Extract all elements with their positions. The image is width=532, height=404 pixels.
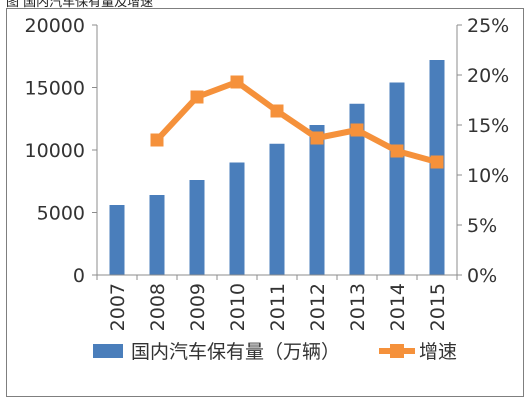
growth-point: [390, 144, 404, 158]
legend-swatch-bar: [93, 344, 123, 358]
left-tick-label: 20000: [25, 15, 85, 37]
x-tick-label: 2010: [227, 283, 249, 331]
growth-point: [270, 104, 284, 118]
x-tick-label: 2013: [347, 283, 369, 331]
x-tick-label: 2012: [307, 283, 329, 331]
bar-2014: [389, 82, 405, 275]
growth-point: [350, 123, 364, 137]
legend-label-bar: 国内汽车保有量（万辆）: [131, 341, 340, 363]
right-tick-label: 20%: [467, 65, 509, 87]
growth-point: [430, 155, 444, 169]
bar-2010: [229, 162, 245, 275]
growth-point: [310, 131, 324, 145]
growth-point: [230, 75, 244, 89]
growth-line: [154, 79, 440, 165]
bar-2007: [109, 205, 125, 275]
x-tick-label: 2009: [187, 283, 209, 331]
bar-2008: [149, 195, 165, 275]
left-tick-label: 0: [73, 265, 85, 287]
x-tick-label: 2014: [387, 283, 409, 331]
chart-svg: 0 5000 10000 15000 20000 0% 5% 10% 15% 20% 25% 2007…: [25, 15, 510, 363]
bar-2009: [189, 180, 205, 275]
x-tick-label: 2011: [267, 283, 289, 331]
right-tick-label: 10%: [467, 165, 509, 187]
left-tick-label: 5000: [37, 203, 85, 225]
legend-label-line: 增速: [419, 341, 457, 363]
x-tick-label: 2015: [427, 283, 449, 331]
legend-swatch-marker: [390, 344, 404, 358]
x-tick-label: 2008: [147, 283, 169, 331]
growth-point: [150, 133, 164, 147]
bar-2012: [309, 125, 325, 275]
growth-point: [190, 90, 204, 104]
bar-2011: [269, 143, 285, 275]
x-tick-label: 2007: [107, 283, 129, 331]
right-tick-label: 0%: [467, 265, 497, 287]
bar-2013: [349, 103, 365, 275]
right-tick-label: 25%: [467, 15, 509, 37]
left-tick-label: 15000: [25, 78, 85, 100]
right-tick-label: 15%: [467, 115, 509, 137]
chart-caption: 图 国内汽车保有量及增速: [6, 0, 154, 10]
chart-frame: 0 5000 10000 15000 20000 0% 5% 10% 15% 20% 25% 2007…: [6, 8, 524, 397]
right-tick-label: 5%: [467, 215, 497, 237]
left-tick-label: 10000: [25, 140, 85, 162]
